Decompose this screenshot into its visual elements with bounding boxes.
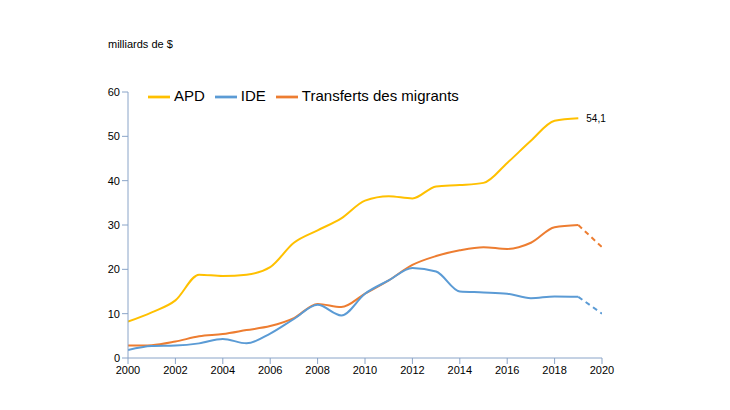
svg-text:2018: 2018 — [542, 364, 566, 376]
html-text:Transferts des migrants: Transferts des migrants — [301, 87, 459, 104]
svg-text:2016: 2016 — [495, 364, 519, 376]
svg-text:2008: 2008 — [305, 364, 329, 376]
svg-text:0: 0 — [114, 352, 120, 364]
svg-text:2020: 2020 — [590, 364, 614, 376]
svg-text:2010: 2010 — [353, 364, 377, 376]
svg-text:50: 50 — [108, 130, 120, 142]
svg-text:40: 40 — [108, 175, 120, 187]
svg-text:2006: 2006 — [258, 364, 282, 376]
html-text:APD: APD — [174, 87, 205, 104]
svg-text:54,1: 54,1 — [586, 113, 606, 124]
svg-text:10: 10 — [108, 308, 120, 320]
svg-text:2012: 2012 — [400, 364, 424, 376]
svg-text:2004: 2004 — [211, 364, 235, 376]
svg-text:60: 60 — [108, 86, 120, 98]
svg-text:2014: 2014 — [448, 364, 472, 376]
svg-text:2002: 2002 — [163, 364, 187, 376]
svg-text:20: 20 — [108, 263, 120, 275]
svg-text:30: 30 — [108, 219, 120, 231]
html-text:IDE: IDE — [240, 87, 266, 104]
svg-text:2000: 2000 — [116, 364, 140, 376]
html-text:milliards de $: milliards de $ — [108, 38, 173, 50]
